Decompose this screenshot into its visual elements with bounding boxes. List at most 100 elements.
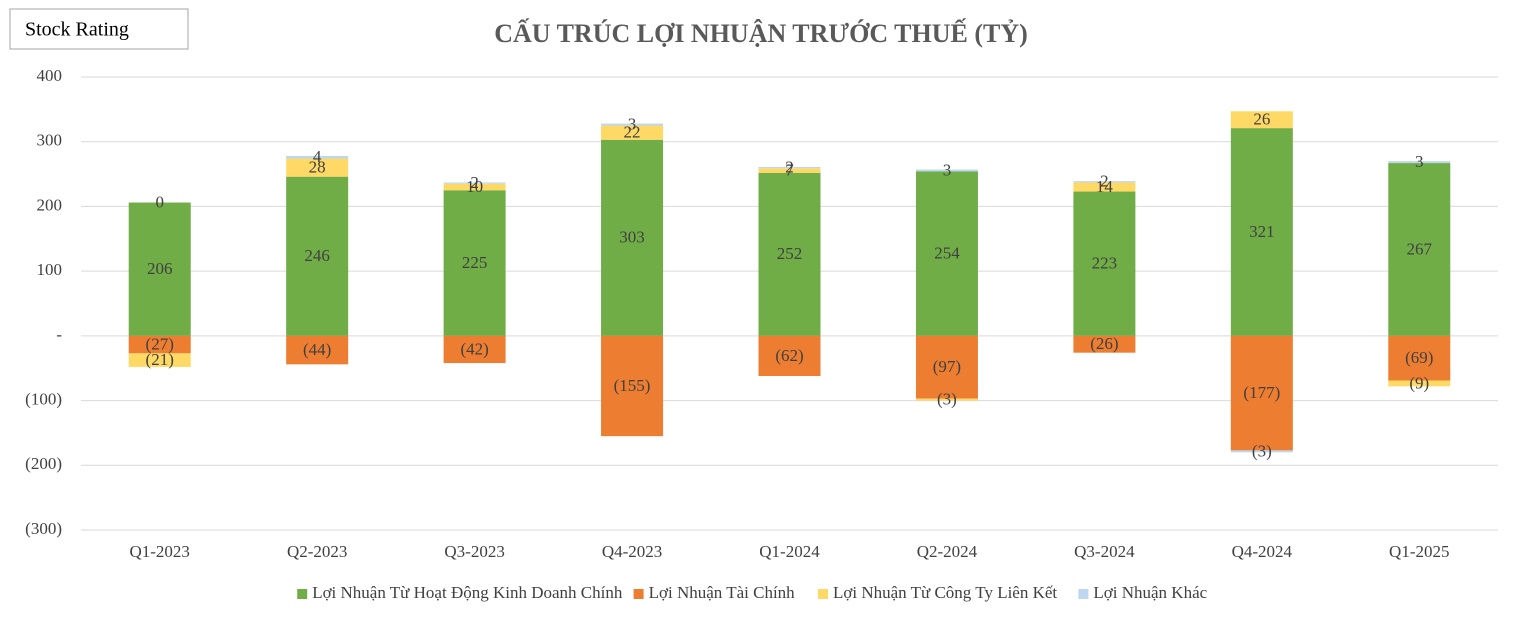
data-label: 0: [155, 192, 164, 211]
data-label: (42): [460, 339, 488, 358]
bar-segment: [601, 335, 664, 437]
data-label: 22: [624, 123, 641, 142]
data-label: (21): [146, 350, 174, 369]
legend-marker: [633, 589, 644, 599]
data-label: 14: [1096, 177, 1114, 196]
y-tick-label: -: [56, 325, 62, 344]
legend-label: Lợi Nhuận Tài Chính: [649, 583, 796, 602]
y-tick-label: (200): [25, 454, 62, 473]
data-label: 7: [785, 160, 794, 179]
bar-segment: [915, 169, 978, 172]
data-label: (44): [303, 340, 331, 359]
y-tick-label: 200: [37, 195, 63, 214]
bar-segment: [758, 172, 821, 336]
x-tick-label: Q1-2025: [1389, 542, 1449, 561]
data-label: (3): [937, 390, 957, 409]
y-tick-label: (100): [25, 389, 62, 408]
legend-marker: [297, 589, 308, 599]
bar-segment: [915, 171, 978, 336]
badge-box: [9, 8, 189, 50]
data-label: 223: [1092, 254, 1118, 273]
chart-title: CẤU TRÚC LỢI NHUẬN TRƯỚC THUẾ (TỶ): [494, 19, 1028, 48]
data-label: 4: [313, 147, 322, 166]
data-label: 321: [1249, 222, 1275, 241]
bar-segment: [601, 139, 664, 336]
bar-segment: [443, 182, 506, 184]
data-label: (177): [1243, 383, 1280, 402]
data-label: 246: [304, 246, 330, 265]
x-tick-label: Q3-2023: [444, 542, 504, 561]
data-label: (155): [614, 376, 651, 395]
bar-segment: [601, 125, 664, 140]
bar-segment: [1230, 335, 1293, 451]
bar-segment: [1230, 450, 1293, 453]
x-tick-label: Q3-2024: [1074, 542, 1135, 561]
bar-segment: [443, 183, 506, 191]
bar-segment: [1230, 111, 1293, 129]
bar-segment: [1388, 163, 1451, 336]
bar-segment: [286, 155, 349, 159]
bar-segment: [915, 335, 978, 399]
y-tick-label: 300: [37, 131, 63, 150]
data-label: 10: [466, 177, 483, 196]
data-label: 225: [462, 253, 488, 272]
data-label: (3): [1252, 441, 1272, 460]
data-label: (26): [1090, 334, 1118, 353]
bar-segment: [1073, 191, 1136, 336]
legend-label: Lợi Nhuận Từ Công Ty Liên Kết: [833, 583, 1057, 602]
data-label: (9): [1409, 373, 1429, 392]
bar-segment: [1388, 380, 1451, 387]
bar-segment: [286, 176, 349, 336]
legend-label: Lợi Nhuận Khác: [1093, 583, 1207, 602]
x-tick-label: Q2-2024: [917, 542, 978, 561]
bar-segment: [443, 335, 506, 364]
bar-segment: [128, 202, 191, 336]
data-label: 26: [1253, 110, 1270, 129]
bar-segment: [128, 335, 191, 354]
bar-segment: [1388, 335, 1451, 381]
data-label: 3: [943, 160, 952, 179]
data-label: (69): [1405, 348, 1433, 367]
bar-segment: [286, 158, 349, 177]
data-label: (97): [933, 357, 961, 376]
bar-segment: [1230, 128, 1293, 336]
bar-segment: [1073, 335, 1136, 353]
bar-segment: [128, 353, 191, 367]
bar-segment: [443, 190, 506, 336]
data-label: 254: [934, 244, 960, 263]
x-tick-label: Q4-2023: [602, 542, 662, 561]
legend-marker: [1078, 589, 1089, 599]
data-label: 267: [1407, 239, 1433, 258]
data-label: 2: [1100, 172, 1109, 191]
y-tick-label: (300): [25, 519, 62, 538]
x-tick-label: Q1-2023: [129, 542, 189, 561]
y-tick-label: 100: [37, 260, 63, 279]
badge: Stock Rating: [25, 19, 129, 41]
legend-marker: [818, 589, 828, 599]
bar-segment: [601, 123, 664, 126]
data-label: 206: [147, 259, 173, 278]
bar-segment: [1073, 181, 1136, 183]
bar-segment: [1388, 161, 1451, 164]
legend-label: Lợi Nhuận Từ Hoạt Động Kinh Doanh Chính: [312, 583, 623, 602]
data-label: 252: [777, 244, 803, 263]
data-label: 3: [628, 114, 637, 133]
bar-segment: [915, 398, 978, 401]
x-tick-label: Q1-2024: [759, 542, 820, 561]
bar-segment: [758, 168, 821, 173]
data-label: 3: [1415, 152, 1424, 171]
bar-segment: [758, 335, 821, 376]
bar-segment: [1073, 182, 1136, 192]
data-label: 303: [619, 228, 645, 247]
data-label: 28: [309, 158, 326, 177]
bar-segment: [286, 335, 349, 365]
data-label: 2: [470, 173, 479, 192]
bar-segment: [758, 166, 821, 169]
x-tick-label: Q2-2023: [287, 542, 347, 561]
data-label: (27): [146, 334, 174, 353]
x-tick-label: Q4-2024: [1232, 542, 1293, 561]
y-tick-label: 400: [37, 66, 63, 85]
data-label: (62): [775, 346, 803, 365]
data-label: 2: [785, 158, 794, 177]
